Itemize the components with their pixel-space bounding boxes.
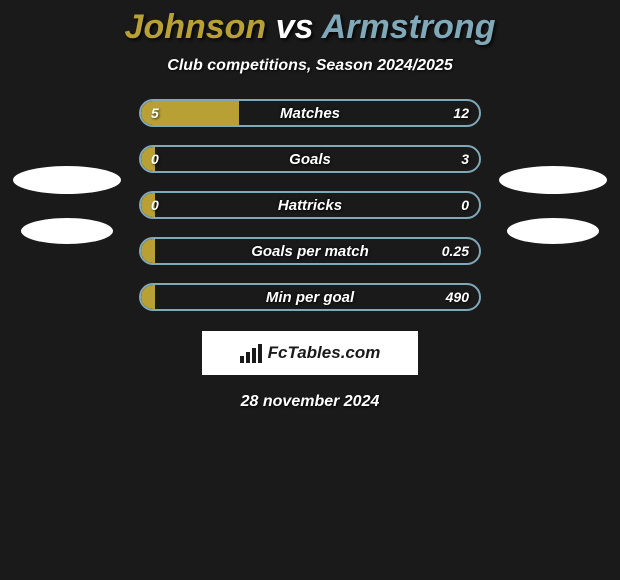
stat-right-value: 3 — [461, 147, 469, 171]
title-right: Armstrong — [322, 8, 496, 46]
stat-label: Matches — [141, 101, 479, 125]
stat-bar: 5Matches12 — [139, 99, 481, 127]
stat-bar: 0Hattricks0 — [139, 191, 481, 219]
stat-label: Min per goal — [141, 285, 479, 309]
comparison-row: 5Matches120Goals30Hattricks0Goals per ma… — [0, 99, 620, 311]
logo-box: FcTables.com — [202, 331, 418, 375]
date-text: 28 november 2024 — [0, 393, 620, 411]
stat-label: Goals per match — [141, 239, 479, 263]
right-avatar-ellipse — [507, 218, 599, 244]
bars-logo-icon — [240, 343, 262, 363]
stat-bar: Min per goal490 — [139, 283, 481, 311]
left-avatar-ellipse — [21, 218, 113, 244]
title-left: Johnson — [125, 8, 267, 46]
logo-text: FcTables.com — [268, 343, 381, 363]
stat-right-value: 0.25 — [442, 239, 469, 263]
stat-right-value: 12 — [453, 101, 469, 125]
stat-label: Hattricks — [141, 193, 479, 217]
comparison-bars: 5Matches120Goals30Hattricks0Goals per ma… — [139, 99, 481, 311]
stat-right-value: 0 — [461, 193, 469, 217]
stat-bar: 0Goals3 — [139, 145, 481, 173]
stat-right-value: 490 — [446, 285, 469, 309]
left-avatar — [13, 166, 121, 244]
right-avatar-ellipse — [499, 166, 607, 194]
stat-bar: Goals per match0.25 — [139, 237, 481, 265]
stat-label: Goals — [141, 147, 479, 171]
title-vs: vs — [276, 8, 314, 46]
right-avatar — [499, 166, 607, 244]
left-avatar-ellipse — [13, 166, 121, 194]
page-title: Johnson vs Armstrong — [0, 0, 620, 47]
subtitle: Club competitions, Season 2024/2025 — [0, 57, 620, 75]
